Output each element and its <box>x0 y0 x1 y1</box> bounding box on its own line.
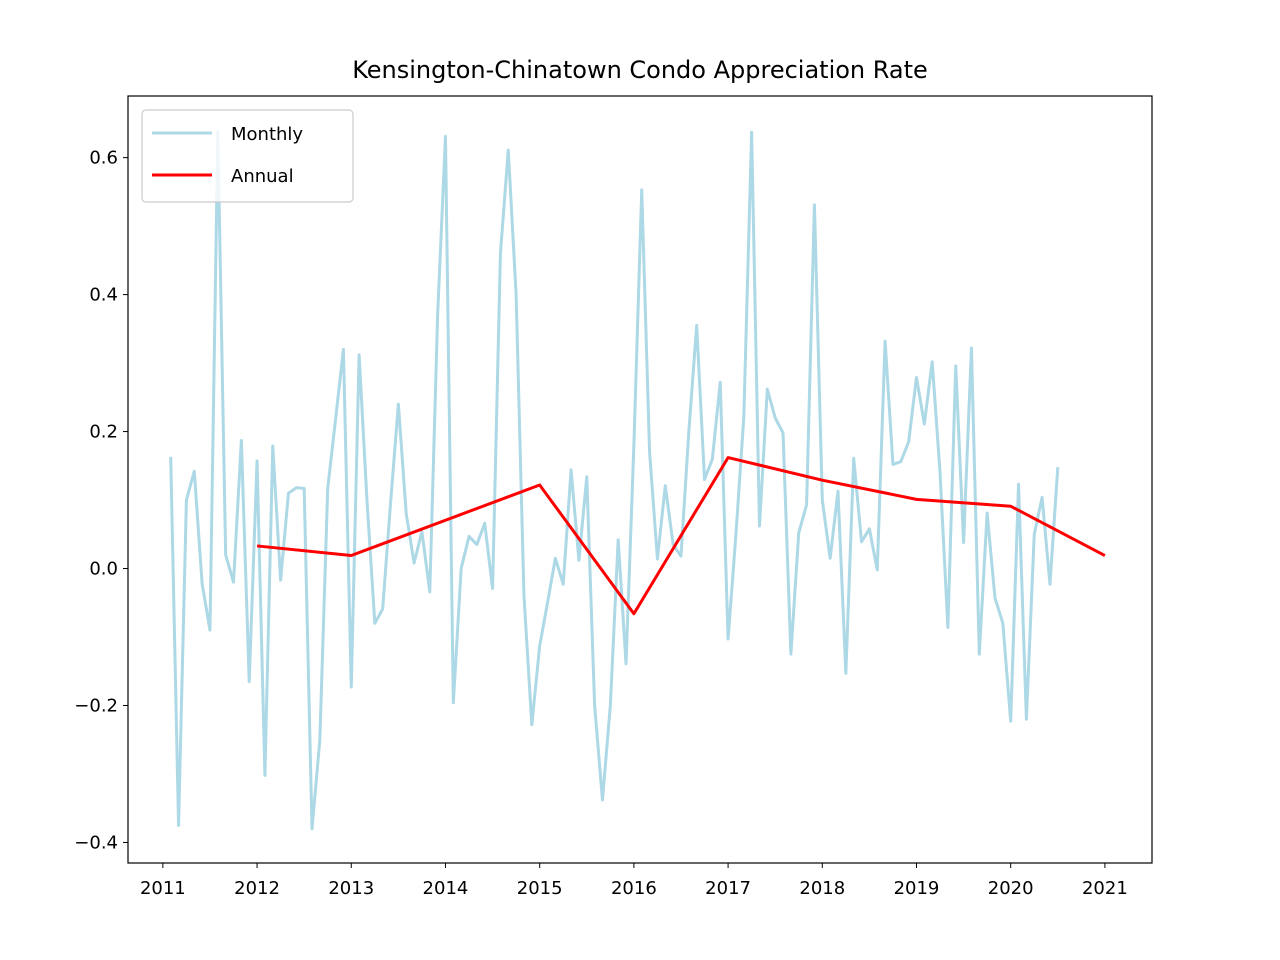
x-tick-label: 2012 <box>234 878 280 899</box>
y-tick-label: −0.2 <box>74 695 118 716</box>
x-tick-label: 2020 <box>988 878 1034 899</box>
plot-frame <box>127 95 1153 864</box>
x-tick-label: 2013 <box>328 878 374 899</box>
series-line-monthly <box>169 130 1060 831</box>
y-axis: −0.4 −0.2 0.0 0.2 0.4 0.6 <box>74 148 128 853</box>
x-tick-label: 2019 <box>894 878 940 899</box>
y-tick-label: 0.2 <box>89 422 118 443</box>
x-tick-label: 2014 <box>423 878 469 899</box>
legend-label: Annual <box>231 166 294 187</box>
chart-title: Kensington-Chinatown Condo Appreciation … <box>352 56 928 84</box>
x-tick-label: 2017 <box>705 878 751 899</box>
x-tick-label: 2016 <box>611 878 657 899</box>
y-tick-label: −0.4 <box>74 832 118 853</box>
x-tick-label: 2018 <box>799 878 845 899</box>
x-tick-label: 2021 <box>1082 878 1128 899</box>
legend: Monthly Annual <box>141 109 354 203</box>
series-line-annual <box>256 456 1106 616</box>
plot-area <box>169 130 1106 831</box>
x-tick-label: 2015 <box>517 878 563 899</box>
legend-label: Monthly <box>231 124 303 145</box>
y-tick-label: 0.4 <box>89 285 118 306</box>
y-tick-label: 0.6 <box>89 148 118 169</box>
y-tick-label: 0.0 <box>89 559 118 580</box>
x-axis: 2011 2012 2013 2014 2015 2016 2017 2018 2019 2020… <box>140 863 1128 899</box>
x-tick-label: 2011 <box>140 878 186 899</box>
